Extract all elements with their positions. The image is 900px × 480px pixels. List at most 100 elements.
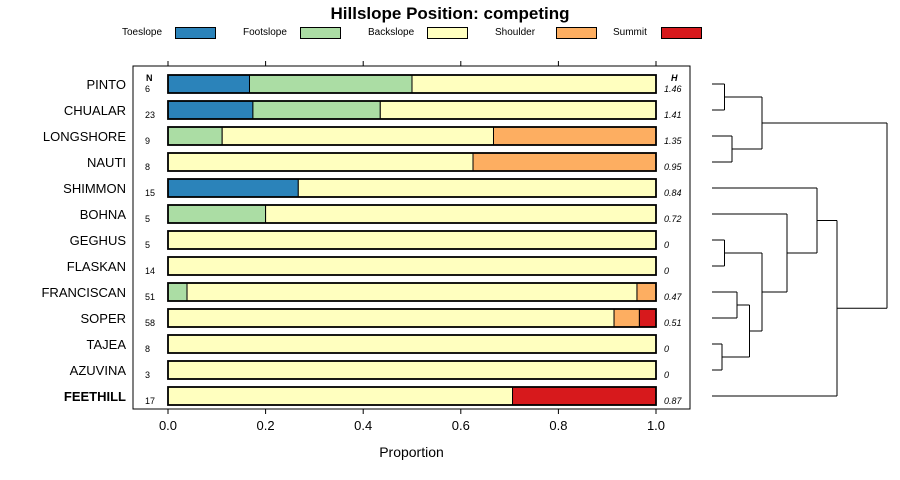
bar-segment-backslope bbox=[221, 126, 494, 146]
bar-segment-backslope bbox=[186, 282, 638, 302]
h-value: 0 bbox=[664, 240, 669, 250]
bar-row-feethill bbox=[167, 386, 657, 406]
x-axis-label: Proportion bbox=[379, 444, 444, 460]
bar-segment-backslope bbox=[167, 386, 514, 406]
bar-outline bbox=[167, 126, 657, 146]
category-label: GEGHUS bbox=[70, 233, 127, 248]
bar-row-flaskan bbox=[167, 256, 657, 276]
dendrogram-link bbox=[712, 343, 723, 371]
category-label: FRANCISCAN bbox=[41, 285, 126, 300]
bar-segment-backslope bbox=[297, 178, 657, 198]
legend-swatch bbox=[427, 27, 468, 39]
legend-swatch bbox=[556, 27, 597, 39]
category-label: AZUVINA bbox=[70, 363, 127, 378]
category-label: PINTO bbox=[87, 77, 127, 92]
bar-row-soper bbox=[167, 308, 657, 328]
dendrogram-link bbox=[722, 304, 750, 358]
bar-row-tajea bbox=[167, 334, 657, 354]
chart-title: Hillslope Position: competing bbox=[330, 4, 570, 23]
n-value: 58 bbox=[145, 318, 155, 328]
category-label: SOPER bbox=[80, 311, 126, 326]
x-tick-label: 0.0 bbox=[159, 418, 177, 433]
dendrogram-link bbox=[724, 96, 763, 150]
legend-label: Toeslope bbox=[122, 27, 163, 38]
h-value: 0.87 bbox=[664, 396, 683, 406]
bar-segment-toeslope bbox=[167, 178, 299, 198]
chart-legend: Toeslope Footslope Backslope Shoulder Summit bbox=[0, 26, 900, 44]
bar-segment-backslope bbox=[167, 230, 657, 250]
h-value: 0 bbox=[664, 266, 669, 276]
n-value: 3 bbox=[145, 370, 150, 380]
bar-outline bbox=[167, 360, 657, 380]
bar-outline bbox=[167, 386, 657, 406]
dendrogram-layer bbox=[712, 83, 888, 397]
n-value: 23 bbox=[145, 110, 155, 120]
category-label: FLASKAN bbox=[67, 259, 126, 274]
n-value: 8 bbox=[145, 162, 150, 172]
h-value: 0.72 bbox=[664, 214, 682, 224]
legend-label: Backslope bbox=[368, 27, 415, 38]
bar-segment-toeslope bbox=[167, 100, 254, 120]
dendrogram-link bbox=[712, 220, 838, 397]
bars-layer bbox=[167, 74, 657, 406]
bar-segment-backslope bbox=[265, 204, 657, 224]
bar-outline bbox=[167, 308, 657, 328]
bar-row-shimmon bbox=[167, 178, 657, 198]
bar-outline bbox=[167, 334, 657, 354]
x-tick-label: 0.4 bbox=[354, 418, 372, 433]
bar-row-longshore bbox=[167, 126, 657, 146]
bar-segment-shoulder bbox=[636, 282, 657, 302]
h-value: 1.35 bbox=[664, 136, 683, 146]
h-value: 1.46 bbox=[664, 84, 682, 94]
bar-row-franciscan bbox=[167, 282, 657, 302]
bar-segment-shoulder bbox=[492, 126, 657, 146]
n-value: 5 bbox=[145, 214, 150, 224]
h-value: 0 bbox=[664, 370, 669, 380]
h-value: 0.51 bbox=[664, 318, 682, 328]
bar-segment-footslope bbox=[167, 282, 188, 302]
category-label: CHUALAR bbox=[64, 103, 126, 118]
bar-segment-toeslope bbox=[167, 74, 250, 94]
bar-outline bbox=[167, 74, 657, 94]
legend-label: Summit bbox=[613, 27, 647, 38]
category-label: FEETHILL bbox=[64, 389, 126, 404]
x-tick-label: 0.8 bbox=[549, 418, 567, 433]
bar-row-azuvina bbox=[167, 360, 657, 380]
dendrogram-link bbox=[712, 135, 733, 163]
legend-swatch bbox=[661, 27, 702, 39]
bar-outline bbox=[167, 178, 657, 198]
bar-segment-backslope bbox=[379, 100, 657, 120]
dendrogram-link bbox=[712, 291, 738, 319]
n-value: 17 bbox=[145, 396, 155, 406]
bar-outline bbox=[167, 282, 657, 302]
h-value: 0 bbox=[664, 344, 669, 354]
bar-segment-backslope bbox=[167, 308, 615, 328]
bar-segment-backslope bbox=[167, 152, 474, 172]
dendrogram-link bbox=[712, 239, 725, 267]
bar-segment-footslope bbox=[248, 74, 413, 94]
bar-segment-footslope bbox=[252, 100, 381, 120]
bar-row-geghus bbox=[167, 230, 657, 250]
bar-row-chualar bbox=[167, 100, 657, 120]
n-header: N bbox=[146, 73, 153, 83]
bar-segment-summit bbox=[512, 386, 657, 406]
category-label: LONGSHORE bbox=[43, 129, 126, 144]
h-value: 0.47 bbox=[664, 292, 683, 302]
bar-segment-footslope bbox=[167, 126, 223, 146]
plot-panel bbox=[132, 65, 691, 410]
h-value: 0.95 bbox=[664, 162, 683, 172]
dendrogram-link bbox=[712, 187, 818, 254]
x-tick-label: 0.6 bbox=[452, 418, 470, 433]
legend-swatch bbox=[175, 27, 216, 39]
n-value: 6 bbox=[145, 84, 150, 94]
category-label: NAUTI bbox=[87, 155, 126, 170]
x-tick-label: 0.2 bbox=[257, 418, 275, 433]
bar-segment-summit bbox=[638, 308, 657, 328]
category-label: TAJEA bbox=[87, 337, 127, 352]
axis-layer: 0.0 0.2 0.4 0.6 0.8 1.0 Proportion bbox=[132, 61, 691, 460]
h-value: 0.84 bbox=[664, 188, 682, 198]
bar-row-bohna bbox=[167, 204, 657, 224]
bar-segment-backslope bbox=[167, 334, 657, 354]
legend-label: Shoulder bbox=[495, 27, 536, 38]
